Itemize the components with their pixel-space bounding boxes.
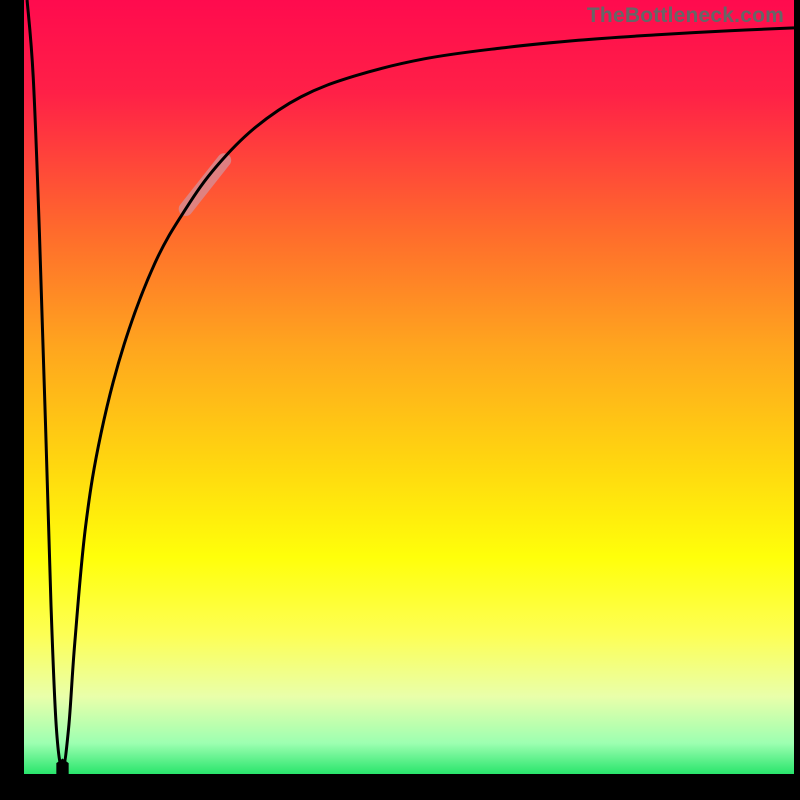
bottleneck-curve bbox=[27, 0, 794, 768]
curve-layer bbox=[24, 0, 794, 774]
plot-area: TheBottleneck.com bbox=[24, 0, 794, 774]
chart-frame: TheBottleneck.com bbox=[0, 0, 800, 800]
valley-notch bbox=[56, 759, 68, 774]
